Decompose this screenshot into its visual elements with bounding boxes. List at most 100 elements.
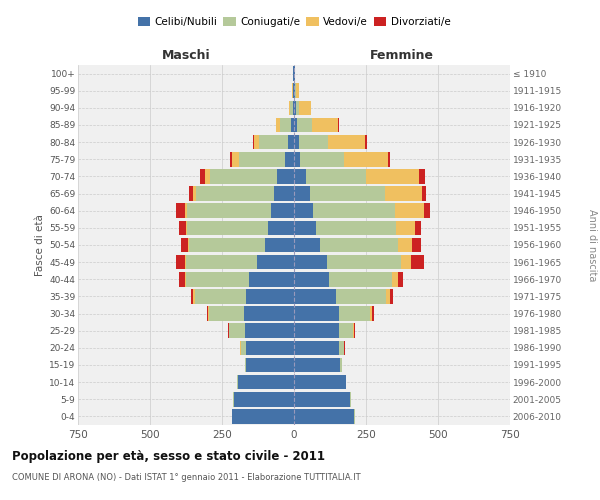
Bar xyxy=(338,340,344,355)
Bar xyxy=(294,152,301,166)
Bar xyxy=(276,118,280,132)
Bar xyxy=(250,272,294,286)
Bar xyxy=(298,118,312,132)
Bar xyxy=(422,186,425,201)
Bar xyxy=(396,220,415,235)
Bar xyxy=(185,204,187,218)
Bar xyxy=(230,152,232,166)
Legend: Celibi/Nubili, Coniugati/e, Vedovi/e, Divorziati/e: Celibi/Nubili, Coniugati/e, Vedovi/e, Di… xyxy=(133,12,455,31)
Bar xyxy=(293,100,294,115)
Bar xyxy=(205,169,211,184)
Bar xyxy=(299,100,311,115)
Bar xyxy=(340,358,341,372)
Bar xyxy=(294,358,340,372)
Bar xyxy=(232,409,294,424)
Bar xyxy=(208,306,209,321)
Bar xyxy=(312,118,338,132)
Bar xyxy=(366,169,419,184)
Bar xyxy=(179,220,186,235)
Bar xyxy=(294,375,346,390)
Bar xyxy=(415,220,421,235)
Bar xyxy=(294,100,296,115)
Bar xyxy=(294,306,338,321)
Bar xyxy=(286,152,294,166)
Bar xyxy=(294,238,320,252)
Bar xyxy=(365,135,367,150)
Bar xyxy=(186,255,257,270)
Bar xyxy=(265,238,294,252)
Bar xyxy=(233,392,294,406)
Bar xyxy=(196,186,274,201)
Bar xyxy=(296,84,299,98)
Bar xyxy=(247,289,294,304)
Bar xyxy=(181,238,188,252)
Bar xyxy=(419,169,425,184)
Bar xyxy=(294,392,350,406)
Bar xyxy=(328,135,365,150)
Text: Anni di nascita: Anni di nascita xyxy=(587,209,597,281)
Bar xyxy=(268,220,294,235)
Bar xyxy=(389,289,393,304)
Bar xyxy=(288,135,294,150)
Bar xyxy=(185,255,186,270)
Bar xyxy=(189,238,265,252)
Bar xyxy=(187,204,271,218)
Bar xyxy=(176,255,185,270)
Bar xyxy=(327,255,401,270)
Bar xyxy=(294,169,305,184)
Y-axis label: Fasce di età: Fasce di età xyxy=(35,214,45,276)
Bar xyxy=(241,340,247,355)
Bar xyxy=(316,220,396,235)
Bar xyxy=(401,255,410,270)
Bar xyxy=(247,340,294,355)
Bar xyxy=(193,186,196,201)
Text: Femmine: Femmine xyxy=(370,48,434,62)
Bar xyxy=(398,272,403,286)
Bar xyxy=(259,135,288,150)
Bar xyxy=(188,238,189,252)
Bar xyxy=(296,100,299,115)
Bar xyxy=(294,272,329,286)
Text: COMUNE DI ARONA (NO) - Dati ISTAT 1° gennaio 2011 - Elaborazione TUTTITALIA.IT: COMUNE DI ARONA (NO) - Dati ISTAT 1° gen… xyxy=(12,472,361,482)
Bar xyxy=(294,118,298,132)
Bar xyxy=(294,409,355,424)
Bar xyxy=(294,255,327,270)
Text: Maschi: Maschi xyxy=(161,48,211,62)
Bar xyxy=(290,100,293,115)
Bar xyxy=(200,169,205,184)
Bar xyxy=(209,306,244,321)
Bar xyxy=(294,204,313,218)
Bar xyxy=(313,204,395,218)
Bar xyxy=(294,135,299,150)
Bar xyxy=(194,289,247,304)
Bar xyxy=(294,84,295,98)
Bar xyxy=(412,238,421,252)
Bar xyxy=(305,169,366,184)
Bar xyxy=(245,324,294,338)
Bar xyxy=(385,186,422,201)
Bar xyxy=(299,135,328,150)
Bar xyxy=(329,272,392,286)
Bar xyxy=(247,358,294,372)
Bar xyxy=(289,100,290,115)
Bar xyxy=(294,220,316,235)
Bar xyxy=(257,255,294,270)
Bar xyxy=(301,152,344,166)
Bar xyxy=(353,324,354,338)
Bar xyxy=(179,272,185,286)
Bar xyxy=(354,324,355,338)
Bar xyxy=(193,289,194,304)
Text: Popolazione per età, sesso e stato civile - 2011: Popolazione per età, sesso e stato civil… xyxy=(12,450,325,463)
Bar xyxy=(254,135,259,150)
Bar xyxy=(245,358,247,372)
Bar xyxy=(294,289,336,304)
Bar xyxy=(320,238,398,252)
Bar xyxy=(253,135,254,150)
Bar xyxy=(207,306,208,321)
Bar xyxy=(271,204,294,218)
Bar xyxy=(372,306,374,321)
Bar xyxy=(239,152,286,166)
Bar xyxy=(310,186,385,201)
Bar xyxy=(211,169,277,184)
Bar xyxy=(176,204,185,218)
